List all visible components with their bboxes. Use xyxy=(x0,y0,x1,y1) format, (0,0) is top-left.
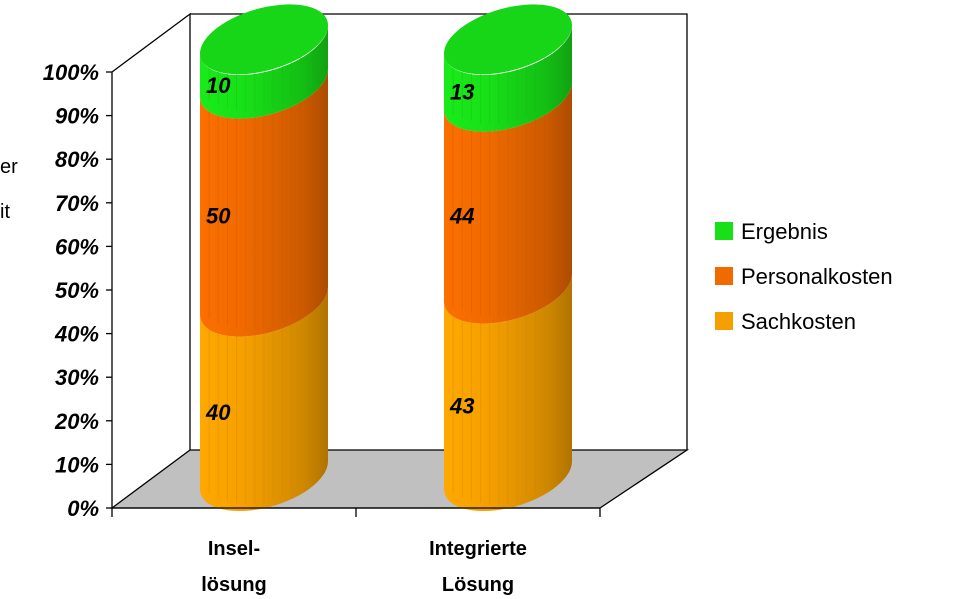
y-tick-label: 0% xyxy=(67,496,99,521)
y-tick-label: 30% xyxy=(55,365,99,390)
floor-plane xyxy=(110,449,690,509)
legend-swatch-ergebnis xyxy=(715,222,733,240)
legend: Ergebnis Personalkosten Sachkosten xyxy=(715,219,893,334)
y-tick-label: 90% xyxy=(55,104,99,129)
data-label-sachkosten: 40 xyxy=(205,400,231,425)
cylinder-segment-ergebnis xyxy=(199,25,328,119)
data-label-personalkosten: 50 xyxy=(206,204,231,229)
left-wall-edge xyxy=(111,12,191,450)
y-tick-label: 100% xyxy=(43,60,99,85)
y-axis: 0% 10% 20% 30% 40% 50% 60% 70% 80% 90% 100% xyxy=(43,60,113,521)
back-wall-edge xyxy=(190,13,688,450)
cylinder-segment-sachkosten xyxy=(199,287,328,512)
y-tick-label: 40% xyxy=(54,322,99,347)
legend-label-sachkosten: Sachkosten xyxy=(741,309,856,334)
y-tick-label: 50% xyxy=(55,278,99,303)
data-label-personalkosten: 44 xyxy=(449,204,474,229)
cylinder-segment-sachkosten xyxy=(443,274,572,512)
y-axis-title-fragment: er it xyxy=(0,156,18,223)
y-tick-label: 70% xyxy=(55,191,99,216)
chart-floor xyxy=(110,449,690,509)
cylinder-top-cap xyxy=(443,4,573,75)
data-labels: 40 50 10 43 44 13 xyxy=(205,73,474,425)
cylinders xyxy=(199,4,573,512)
cylinder-top-cap xyxy=(199,4,329,75)
y-axis-title-fragment-text: it xyxy=(0,201,10,223)
y-tick-label: 60% xyxy=(55,234,99,259)
cylinder-2 xyxy=(443,4,573,512)
y-axis-title-fragment-text: er xyxy=(0,156,18,178)
data-label-sachkosten: 43 xyxy=(449,393,474,418)
cylinder-segment-personalkosten xyxy=(443,82,572,324)
chart-walls xyxy=(111,12,688,450)
cylinder-1 xyxy=(199,4,329,512)
y-tick-label: 20% xyxy=(54,409,99,434)
data-label-ergebnis: 10 xyxy=(206,73,231,98)
legend-label-ergebnis: Ergebnis xyxy=(741,219,828,244)
category-label: Integrierte Lösung xyxy=(429,538,527,596)
x-axis: Insel-lösung Integrierte Lösung xyxy=(111,507,601,596)
data-label-ergebnis: 13 xyxy=(450,79,474,104)
y-tick-label: 80% xyxy=(55,147,99,172)
cylinder-segment-personalkosten xyxy=(199,69,328,337)
legend-swatch-personalkosten xyxy=(715,267,733,285)
y-tick-label: 10% xyxy=(55,452,99,477)
legend-label-personalkosten: Personalkosten xyxy=(741,264,893,289)
cylinder-segment-ergebnis xyxy=(443,25,572,132)
legend-swatch-sachkosten xyxy=(715,312,733,330)
category-label: Insel-lösung xyxy=(201,538,267,596)
